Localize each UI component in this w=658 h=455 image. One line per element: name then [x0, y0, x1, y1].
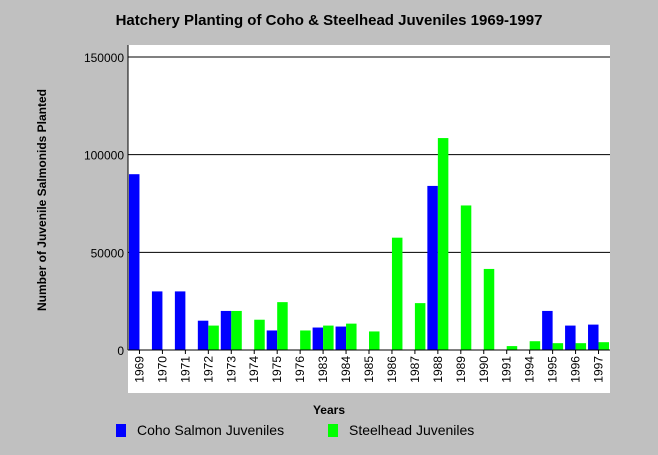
x-tick-label: 1983 — [316, 356, 330, 383]
x-tick-label: 1976 — [293, 356, 307, 383]
axes — [127, 45, 610, 354]
bar-coho-1995 — [542, 310, 553, 350]
bar-coho-1970 — [151, 291, 163, 350]
x-tick-label: 1970 — [155, 356, 169, 383]
bar-coho-1971 — [174, 291, 186, 350]
x-tick-label: 1985 — [362, 356, 376, 383]
bar-steelhead-1985 — [369, 331, 380, 350]
x-tick-label: 1994 — [523, 356, 537, 383]
bar-steelhead-1973 — [231, 310, 242, 350]
bar-steelhead-1974 — [254, 319, 265, 350]
y-tick-label: 150000 — [84, 51, 124, 65]
legend-swatch-coho — [116, 423, 126, 437]
legend-label-steelhead: Steelhead Juveniles — [349, 422, 475, 438]
x-tick-label: 1995 — [546, 356, 560, 383]
y-tick-label: 100000 — [84, 149, 124, 163]
legend-swatch-steelhead — [328, 423, 338, 437]
x-tick-label: 1987 — [408, 356, 422, 383]
bar-coho-1973 — [220, 310, 232, 350]
y-tick-label: 50000 — [91, 246, 125, 260]
bar-steelhead-1988 — [437, 138, 449, 350]
x-tick-label: 1991 — [500, 356, 514, 383]
y-axis-label-wrap: Number of Juvenile Salmonids Planted — [24, 80, 60, 320]
bar-steelhead-1972 — [208, 325, 219, 350]
legend-item-steelhead: Steelhead Juveniles — [328, 422, 474, 438]
bar-steelhead-1990 — [483, 268, 495, 350]
x-tick-label: 1986 — [385, 356, 399, 383]
bar-steelhead-1991 — [506, 346, 518, 350]
bar-steelhead-1994 — [529, 341, 541, 350]
bar-steelhead-1984 — [346, 323, 357, 350]
bar-steelhead-1995 — [552, 343, 564, 350]
x-tick-label: 1972 — [201, 356, 215, 383]
x-tick-label: 1990 — [477, 356, 491, 383]
x-tick-label: 1997 — [592, 356, 606, 383]
bar-coho-1972 — [197, 320, 209, 350]
bars — [128, 138, 610, 350]
legend-item-coho: Coho Salmon Juveniles — [116, 422, 284, 438]
x-tick-label: 1973 — [224, 356, 238, 383]
chart-title: Hatchery Planting of Coho & Steelhead Ju… — [115, 12, 543, 29]
x-tick-label: 1974 — [247, 356, 261, 383]
x-tick-label: 1971 — [178, 356, 192, 383]
y-axis-label: Number of Juvenile Salmonids Planted — [35, 88, 49, 312]
bar-coho-1969 — [128, 174, 140, 350]
x-tick-label: 1969 — [132, 356, 146, 383]
bar-steelhead-1996 — [575, 343, 587, 350]
bar-steelhead-1989 — [460, 205, 472, 350]
y-tick-label: 0 — [117, 344, 124, 358]
x-tick-label: 1989 — [454, 356, 468, 383]
bar-steelhead-1986 — [391, 237, 403, 350]
bar-coho-1996 — [565, 325, 576, 350]
bar-coho-1984 — [335, 326, 347, 350]
tick-labels: 0 50000 100000 150000 1969 1970 1971 1972 1973 19… — [84, 51, 606, 383]
bar-steelhead-1983 — [323, 325, 334, 350]
x-tick-label: 1996 — [569, 356, 583, 383]
gridlines — [128, 56, 610, 253]
bar-steelhead-1975 — [277, 302, 288, 350]
bar-coho-1983 — [312, 327, 324, 350]
bar-steelhead-1987 — [414, 303, 426, 350]
legend-label-coho: Coho Salmon Juveniles — [137, 422, 285, 438]
bar-steelhead-1976 — [300, 330, 311, 350]
x-tick-label: 1975 — [270, 356, 284, 383]
bar-steelhead-1997 — [598, 342, 610, 350]
bar-coho-1988 — [427, 185, 438, 350]
x-axis-label: Years — [312, 403, 346, 417]
x-tick-label: 1984 — [339, 356, 353, 383]
bar-coho-1975 — [266, 330, 278, 350]
bar-coho-1997 — [588, 324, 599, 350]
x-tick-label: 1988 — [431, 356, 445, 383]
